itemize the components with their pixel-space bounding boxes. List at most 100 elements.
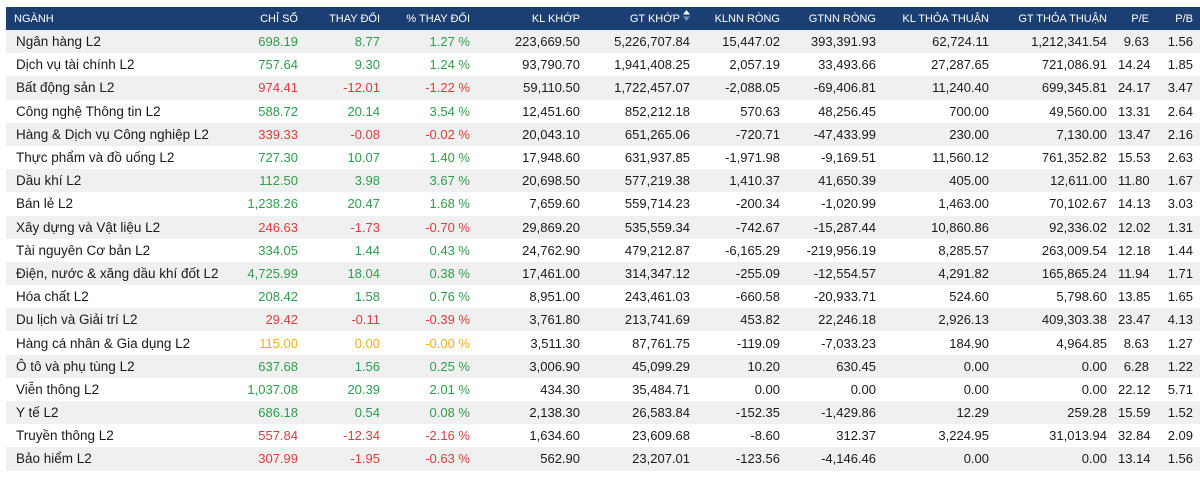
header-pb[interactable]: P/B	[1175, 12, 1193, 25]
sector-name[interactable]: Dịch vụ tài chính L2	[16, 57, 135, 73]
pe-value: 8.63	[1123, 335, 1149, 351]
matched-volume: 59,110.50	[523, 80, 580, 96]
table-row[interactable]: Bán lẻ L2 1,238.26 20.47 1.68 % 7,659.60 559,…	[6, 192, 1200, 216]
deal-volume: 62,724.11	[932, 34, 989, 50]
matched-value: 631,937.85	[624, 150, 690, 166]
header-klnn-rong[interactable]: KLNN RÒNG	[714, 12, 780, 25]
table-row[interactable]: Du lịch và Giải trí L2 29.42 -0.11 -0.39 % 3…	[6, 308, 1200, 332]
deal-value: 49,560.00	[1049, 103, 1107, 119]
change-value: 3.98	[354, 173, 380, 189]
foreign-net-value: 22,246.18	[818, 312, 876, 328]
foreign-net-volume: -200.34	[735, 196, 780, 212]
header-chi-so[interactable]: CHỈ SỐ	[260, 12, 298, 25]
index-value: 115.00	[259, 335, 298, 351]
table-row[interactable]: Hóa chất L2 208.42 1.58 0.76 % 8,951.00 243,4…	[6, 285, 1200, 309]
sector-name[interactable]: Hóa chất L2	[16, 289, 89, 305]
header-kl-khop[interactable]: KL KHỚP	[531, 12, 580, 25]
deal-value: 0.00	[1081, 451, 1107, 467]
table-row[interactable]: Truyền thông L2 557.84 -12.34 -2.16 % 1,634.…	[6, 424, 1200, 448]
table-row[interactable]: Điện, nước & xăng dầu khí đốt L2 4,725.99…	[6, 261, 1200, 286]
deal-volume: 4,291.82	[938, 265, 989, 281]
table-row[interactable]: Bất động sản L2 974.41 -12.01 -1.22 % 59,110…	[6, 76, 1200, 100]
foreign-net-value: 33,493.66	[818, 57, 876, 73]
change-value: 10.07	[347, 150, 380, 166]
table-row[interactable]: Công nghệ Thông tin L2 588.72 20.14 3.54 % 1…	[6, 99, 1200, 123]
table-row[interactable]: Xây dựng và Vật liệu L2 246.63 -1.73 -0.70 …	[6, 215, 1200, 239]
header-thay-doi[interactable]: THAY ĐỔI	[329, 12, 380, 25]
change-percent: 1.40 %	[429, 150, 470, 166]
header-gt-khop[interactable]: GT KHỚP	[591, 7, 701, 30]
sector-name[interactable]: Du lịch và Giải trí L2	[16, 312, 138, 328]
header-gt-thoa-thuan[interactable]: GT THỎA THUẬN	[1018, 12, 1107, 25]
foreign-net-volume: -255.09	[735, 265, 780, 281]
pb-value: 1.52	[1167, 405, 1193, 421]
table-row[interactable]: Viễn thông L2 1,037.08 20.39 2.01 % 434.30 35…	[6, 377, 1200, 401]
pe-value: 14.13	[1118, 196, 1151, 212]
deal-value: 165,865.24	[1041, 265, 1107, 281]
foreign-net-value: -69,406.81	[813, 80, 876, 96]
sector-name[interactable]: Y tế L2	[16, 405, 59, 421]
foreign-net-value: -7,033.23	[821, 335, 876, 351]
foreign-net-value: 48,256.45	[818, 103, 876, 119]
index-value: 334.05	[258, 242, 298, 258]
matched-value: 852,212.18	[624, 103, 690, 119]
table-row[interactable]: Y tế L2 686.18 0.54 0.08 % 2,138.30 26,583.84…	[6, 401, 1200, 425]
header-nganh[interactable]: NGÀNH	[14, 12, 54, 25]
sector-name[interactable]: Bất động sản L2	[16, 80, 115, 96]
deal-value: 263,009.54	[1041, 242, 1107, 258]
table-row[interactable]: Tài nguyên Cơ bản L2 334.05 1.44 0.43 % 24,7…	[6, 238, 1200, 262]
pe-value: 13.47	[1118, 126, 1151, 142]
deal-value: 31,013.94	[1049, 428, 1107, 444]
sector-name[interactable]: Hàng cá nhân & Gia dụng L2	[16, 335, 191, 351]
foreign-net-value: -1,429.86	[821, 405, 876, 421]
header-pe[interactable]: P/E	[1131, 12, 1149, 25]
change-percent: 1.24 %	[429, 57, 470, 73]
deal-value: 409,303.38	[1041, 312, 1107, 328]
foreign-net-volume: 0.00	[754, 381, 780, 397]
matched-volume: 223,669.50	[514, 34, 580, 50]
pe-value: 6.28	[1123, 358, 1149, 374]
sector-name[interactable]: Xây dựng và Vật liệu L2	[16, 219, 161, 235]
foreign-net-value: -47,433.99	[813, 126, 876, 142]
sector-name[interactable]: Bảo hiểm L2	[16, 451, 92, 467]
sector-name[interactable]: Thực phẩm và đồ uống L2	[16, 150, 175, 166]
sector-name[interactable]: Truyền thông L2	[16, 428, 114, 444]
change-value: -0.11	[351, 312, 380, 328]
sort-arrows-icon[interactable]	[683, 9, 690, 24]
change-percent: 0.76 %	[429, 289, 470, 305]
deal-volume: 0.00	[963, 358, 989, 374]
deal-volume: 12.29	[956, 405, 989, 421]
table-row[interactable]: Bảo hiểm L2 307.99 -1.95 -0.63 % 562.90 23,20…	[6, 447, 1200, 471]
table-row[interactable]: Thực phẩm và đồ uống L2 727.30 10.07 1.40 %…	[6, 145, 1200, 170]
table-row[interactable]: Ngân hàng L2 698.19 8.77 1.27 % 223,669.50 5,…	[6, 30, 1200, 54]
sector-name[interactable]: Tài nguyên Cơ bản L2	[16, 242, 151, 258]
pe-value: 13.85	[1118, 289, 1151, 305]
sector-name[interactable]: Ngân hàng L2	[16, 34, 101, 50]
deal-value: 721,086.91	[1041, 57, 1107, 73]
sector-name[interactable]: Dầu khí L2	[16, 173, 82, 189]
pe-value: 12.02	[1118, 219, 1151, 235]
sector-name[interactable]: Ô tô và phụ tùng L2	[16, 358, 135, 374]
change-value: 1.58	[354, 289, 380, 305]
change-percent: -0.02 %	[425, 126, 470, 142]
matched-volume: 3,511.30	[530, 335, 580, 351]
pe-value: 12.18	[1118, 242, 1151, 258]
header-gtnn-rong[interactable]: GTNN RÒNG	[808, 12, 876, 25]
table-row[interactable]: Dầu khí L2 112.50 3.98 3.67 % 20,698.50 577,2…	[6, 169, 1200, 193]
sector-name[interactable]: Công nghệ Thông tin L2	[16, 103, 161, 119]
pe-value: 32.84	[1118, 428, 1151, 444]
table-row[interactable]: Hàng cá nhân & Gia dụng L2 115.00 0.00 -0.0…	[6, 331, 1200, 355]
header-kl-thoa-thuan[interactable]: KL THỎA THUẬN	[902, 12, 989, 25]
header-phan-tram-thay-doi[interactable]: % THAY ĐỔI	[406, 12, 470, 25]
table-row[interactable]: Hàng & Dịch vụ Công nghiệp L2 339.33 -0.08…	[6, 122, 1200, 146]
deal-value: 12,611.00	[1050, 173, 1107, 189]
change-value: 0.00	[354, 335, 380, 351]
sector-name[interactable]: Bán lẻ L2	[16, 196, 74, 212]
sector-name[interactable]: Viễn thông L2	[16, 381, 100, 397]
sector-name[interactable]: Điện, nước & xăng dầu khí đốt L2	[16, 265, 219, 281]
index-value: 307.99	[258, 451, 298, 467]
table-row[interactable]: Dịch vụ tài chính L2 757.64 9.30 1.24 % 93,7…	[6, 53, 1200, 77]
sector-name[interactable]: Hàng & Dịch vụ Công nghiệp L2	[16, 126, 209, 142]
table-header-row: NGÀNH CHỈ SỐ THAY ĐỔI % THAY ĐỔI KL KHỚP…	[6, 7, 1200, 30]
table-row[interactable]: Ô tô và phụ tùng L2 637.68 1.56 0.25 % 3,006…	[6, 354, 1200, 378]
